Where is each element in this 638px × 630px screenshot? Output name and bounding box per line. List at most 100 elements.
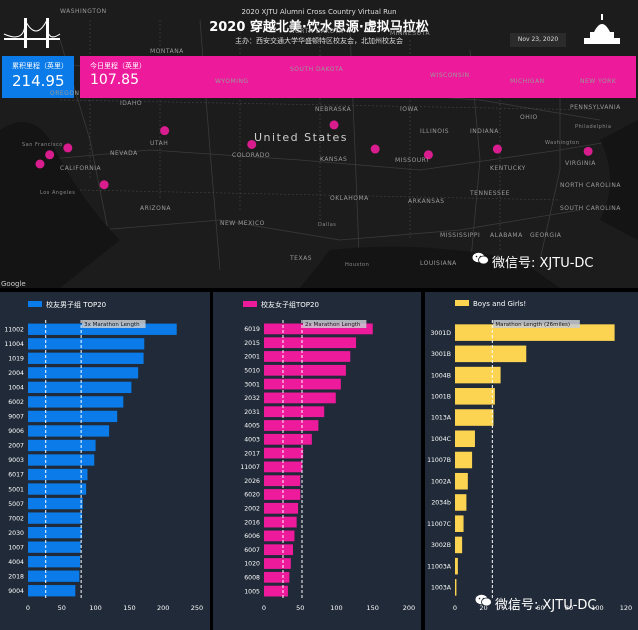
bar[interactable] [28,512,83,524]
bar[interactable] [28,454,95,466]
bar[interactable] [28,526,83,539]
bar[interactable] [264,558,291,569]
state-label: UTAH [150,140,169,147]
route-marker[interactable] [45,150,55,160]
bar[interactable] [455,494,467,511]
bar[interactable] [264,502,299,514]
category-label: 6007 [244,547,260,554]
route-marker[interactable] [247,139,257,149]
wechat-watermark-text: 微信号: XJTU-DC [492,256,594,271]
bar[interactable] [264,544,293,556]
bar[interactable] [264,447,304,459]
bar[interactable] [264,337,357,349]
bar[interactable] [264,364,346,376]
x-tick-label: 200 [403,604,415,612]
route-marker[interactable] [423,150,433,160]
route-marker[interactable] [63,143,73,153]
route-marker[interactable] [583,146,593,156]
bar[interactable] [264,323,373,335]
category-label: 11004 [4,341,24,348]
category-label: 3001 [244,381,260,388]
bar[interactable] [264,406,325,418]
bar[interactable] [455,430,475,448]
bar[interactable] [28,541,81,553]
bar[interactable] [264,571,290,583]
category-label: 2017 [244,450,260,457]
bar[interactable] [264,475,301,487]
category-label: 2002 [244,506,260,513]
bar[interactable] [264,585,288,597]
category-label: 2001 [244,354,260,361]
bar[interactable] [28,439,96,452]
bar[interactable] [455,515,464,532]
bar[interactable] [455,345,527,363]
category-label: 4004 [8,559,24,566]
bar[interactable] [264,351,351,362]
bar[interactable] [28,585,76,597]
bar[interactable] [28,483,87,495]
bar[interactable] [455,324,615,341]
route-marker[interactable] [35,159,45,169]
route-marker[interactable] [99,180,109,190]
state-label: SOUTH CAROLINA [560,205,621,212]
bar[interactable] [264,378,341,390]
chart-legend-men: 校友男子组 TOP20 [28,300,106,310]
reference-line-label: 2x Marathon Length [305,322,361,328]
state-label: INDIANA [470,128,499,135]
bar[interactable] [455,557,458,575]
bar[interactable] [264,420,319,431]
date-badge: Nov 23, 2020 [510,33,566,47]
category-label: 4005 [244,423,260,430]
x-tick-label: 100 [89,604,101,612]
x-tick-label: 20 [479,604,487,612]
route-marker[interactable] [370,144,380,154]
bar[interactable] [28,396,124,408]
category-label: 9004 [8,588,24,595]
bar[interactable] [28,381,132,394]
bar[interactable] [455,451,473,469]
bar[interactable] [28,497,83,510]
bar[interactable] [264,489,301,500]
state-label: SOUTH DAKOTA [290,66,344,73]
state-label: MONTANA [150,48,184,55]
x-tick-label: 80 [565,604,573,612]
route-marker[interactable] [329,120,339,130]
bar[interactable] [264,530,295,542]
route-markers [35,120,593,190]
state-label: WYOMING [215,78,249,85]
bar[interactable] [264,433,312,445]
bar[interactable] [264,516,297,528]
state-label: WISCONSIN [430,72,470,79]
category-label: 6019 [244,326,260,333]
bar[interactable] [455,472,468,490]
map-area[interactable]: 2020 XJTU Alumni Cross Country Virtual R… [0,0,638,288]
state-label: VIRGINIA [565,160,596,167]
bar[interactable] [28,367,139,379]
category-label: 7002 [8,515,24,522]
bar[interactable] [28,570,80,582]
bar[interactable] [28,338,145,350]
category-label: 1019 [8,356,24,363]
bar[interactable] [455,536,463,554]
bar[interactable] [28,352,144,364]
bar[interactable] [455,366,501,384]
category-label: 1003A [431,585,452,592]
state-label: MINNESOTA [390,30,431,37]
state-label: CALIFORNIA [60,165,102,172]
bar[interactable] [455,579,457,596]
bar[interactable] [28,323,177,335]
category-label: 1007 [8,544,24,551]
bar[interactable] [28,556,81,568]
route-marker[interactable] [492,144,502,154]
bar[interactable] [264,392,336,404]
bar[interactable] [28,425,110,437]
chart-panel-kids: Boys and Girls! 3001D 3001B 1004B 1001B 1013… [425,292,638,630]
category-label: 6002 [8,399,24,406]
category-label: 11003A [427,563,452,570]
route-marker[interactable] [160,126,170,136]
category-label: 1013A [431,415,452,422]
bar[interactable] [455,409,494,426]
bar[interactable] [28,468,88,481]
bar[interactable] [455,388,495,405]
bar[interactable] [28,410,118,423]
